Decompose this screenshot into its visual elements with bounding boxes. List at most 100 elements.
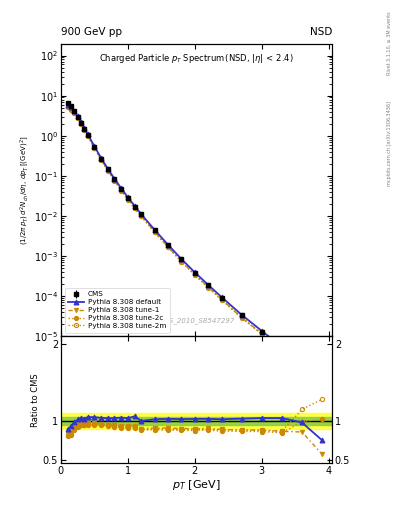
Pythia 8.308 tune-2c: [320, 379, 324, 386]
Pythia 8.308 default: [75, 113, 80, 119]
Pythia 8.308 tune-2c: [166, 244, 171, 250]
Pythia 8.308 tune-2m: [99, 156, 103, 162]
Pythia 8.308 tune-2c: [152, 229, 157, 236]
Pythia 8.308 default: [72, 108, 77, 114]
Pythia 8.308 tune-2c: [125, 197, 130, 203]
Pythia 8.308 tune-2m: [132, 205, 137, 211]
Pythia 8.308 tune-2m: [139, 213, 143, 219]
Pythia 8.308 default: [206, 282, 211, 288]
Pythia 8.308 tune-2c: [99, 157, 103, 163]
Pythia 8.308 tune-2m: [69, 106, 73, 112]
Pythia 8.308 tune-2c: [92, 145, 97, 151]
Pythia 8.308 tune-1: [179, 258, 184, 264]
Pythia 8.308 default: [79, 119, 83, 125]
Pythia 8.308 tune-2c: [105, 167, 110, 174]
Pythia 8.308 tune-1: [105, 167, 110, 173]
Pythia 8.308 tune-2c: [179, 259, 184, 265]
Pythia 8.308 tune-1: [206, 284, 211, 290]
Pythia 8.308 tune-2c: [119, 187, 123, 194]
Line: Pythia 8.308 tune-2m: Pythia 8.308 tune-2m: [66, 104, 324, 384]
Pythia 8.308 tune-1: [82, 126, 87, 132]
Text: CMS_2010_S8547297: CMS_2010_S8547297: [158, 317, 235, 325]
Pythia 8.308 tune-2c: [206, 285, 211, 291]
Pythia 8.308 default: [69, 104, 73, 111]
Pythia 8.308 tune-1: [166, 244, 171, 250]
Pythia 8.308 tune-1: [75, 115, 80, 121]
Pythia 8.308 tune-1: [92, 144, 97, 151]
Pythia 8.308 tune-1: [99, 156, 103, 162]
Pythia 8.308 tune-1: [239, 314, 244, 321]
Pythia 8.308 tune-1: [193, 271, 197, 278]
Pythia 8.308 default: [82, 125, 87, 131]
Pythia 8.308 tune-1: [132, 205, 137, 211]
Text: NSD: NSD: [310, 27, 332, 37]
Line: Pythia 8.308 tune-2c: Pythia 8.308 tune-2c: [66, 105, 324, 385]
Line: Pythia 8.308 default: Pythia 8.308 default: [65, 103, 325, 381]
Pythia 8.308 tune-2c: [82, 126, 87, 133]
Pythia 8.308 tune-2m: [239, 314, 244, 321]
Pythia 8.308 tune-1: [65, 103, 70, 110]
Pythia 8.308 tune-2c: [72, 110, 77, 116]
Pythia 8.308 tune-2c: [139, 214, 143, 220]
Pythia 8.308 default: [119, 185, 123, 191]
Pythia 8.308 tune-1: [139, 213, 143, 219]
Pythia 8.308 tune-1: [72, 110, 77, 116]
Pythia 8.308 tune-2m: [105, 167, 110, 174]
Pythia 8.308 default: [85, 131, 90, 137]
Pythia 8.308 tune-2c: [69, 106, 73, 113]
Pythia 8.308 default: [320, 376, 324, 382]
Pythia 8.308 tune-2c: [193, 272, 197, 278]
Pythia 8.308 default: [92, 143, 97, 150]
Pythia 8.308 tune-2m: [299, 362, 304, 369]
Pythia 8.308 tune-2c: [112, 178, 117, 184]
Pythia 8.308 tune-2c: [219, 297, 224, 303]
X-axis label: $p_T$ [GeV]: $p_T$ [GeV]: [172, 478, 221, 492]
Pythia 8.308 tune-2m: [92, 145, 97, 151]
Pythia 8.308 default: [152, 227, 157, 233]
Pythia 8.308 tune-2m: [112, 177, 117, 183]
Pythia 8.308 tune-2c: [85, 133, 90, 139]
Pythia 8.308 tune-2m: [119, 187, 123, 194]
Pythia 8.308 default: [299, 360, 304, 366]
Pythia 8.308 default: [179, 256, 184, 262]
Pythia 8.308 tune-1: [119, 187, 123, 193]
Pythia 8.308 default: [132, 203, 137, 209]
Pythia 8.308 tune-2m: [79, 120, 83, 126]
Pythia 8.308 tune-2m: [166, 244, 171, 250]
Pythia 8.308 tune-1: [69, 106, 73, 112]
Pythia 8.308 default: [99, 155, 103, 161]
Pythia 8.308 tune-2c: [279, 347, 284, 353]
Pythia 8.308 tune-2c: [79, 121, 83, 127]
Pythia 8.308 tune-2m: [152, 229, 157, 235]
Text: Rivet 3.1.10, ≥ 3M events: Rivet 3.1.10, ≥ 3M events: [387, 12, 392, 75]
Line: Pythia 8.308 tune-1: Pythia 8.308 tune-1: [66, 104, 324, 385]
Pythia 8.308 tune-2c: [299, 363, 304, 369]
Pythia 8.308 tune-1: [279, 347, 284, 353]
Pythia 8.308 tune-2c: [239, 315, 244, 321]
Text: Charged Particle $p_T$ Spectrum$\,({\rm NSD},\,|\eta|\,<\,2.4)$: Charged Particle $p_T$ Spectrum$\,({\rm …: [99, 52, 294, 66]
Pythia 8.308 default: [239, 312, 244, 318]
Pythia 8.308 default: [139, 211, 143, 217]
Pythia 8.308 default: [166, 242, 171, 248]
Pythia 8.308 default: [105, 166, 110, 172]
Text: mcplots.cern.ch [arXiv:1306.3436]: mcplots.cern.ch [arXiv:1306.3436]: [387, 101, 392, 186]
Pythia 8.308 default: [112, 176, 117, 182]
Pythia 8.308 default: [279, 344, 284, 350]
Pythia 8.308 tune-1: [320, 379, 324, 386]
Pythia 8.308 tune-2m: [279, 347, 284, 353]
Pythia 8.308 tune-1: [152, 229, 157, 235]
Pythia 8.308 tune-2c: [259, 331, 264, 337]
Bar: [61, 417, 332, 425]
Pythia 8.308 tune-2c: [65, 104, 70, 110]
Pythia 8.308 tune-2m: [125, 197, 130, 203]
Bar: [61, 413, 332, 429]
Pythia 8.308 tune-2m: [193, 272, 197, 278]
Pythia 8.308 tune-2m: [85, 133, 90, 139]
Pythia 8.308 tune-2m: [82, 126, 87, 133]
Pythia 8.308 tune-1: [299, 363, 304, 369]
Pythia 8.308 tune-1: [259, 331, 264, 337]
Pythia 8.308 default: [125, 194, 130, 200]
Y-axis label: Ratio to CMS: Ratio to CMS: [31, 373, 40, 426]
Pythia 8.308 tune-2c: [132, 205, 137, 211]
Pythia 8.308 tune-1: [79, 120, 83, 126]
